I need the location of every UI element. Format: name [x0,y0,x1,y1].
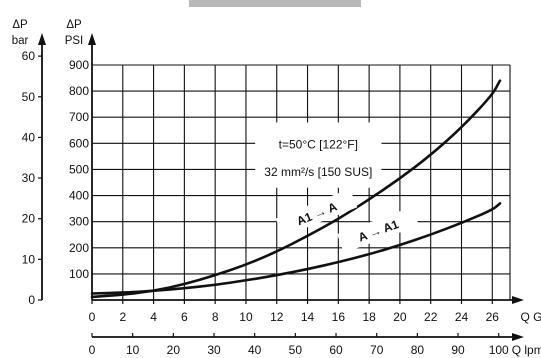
gpm-tick-label: 12 [270,310,284,324]
lpm-tick-label: 40 [248,343,262,357]
lpm-tick-label: 20 [167,343,181,357]
conditions-box [255,122,382,188]
temperature-annotation: t=50°C [122°F] [279,138,358,152]
axes [38,33,524,341]
gpm-tick-label: 6 [181,310,188,324]
psi-tick-label: 300 [69,215,89,229]
gpm-tick-label: 14 [301,310,315,324]
lpm-tick-label: 100 [489,343,509,357]
gpm-tick-label: 8 [212,310,219,324]
gpm-tick-label: 24 [455,310,469,324]
gpm-axis-arrow [512,296,524,304]
lpm-tick-label: 60 [329,343,343,357]
header-strip [189,0,361,7]
curves [90,79,502,299]
gpm-tick-label: 26 [486,310,500,324]
gpm-axis-label: Q GPM [520,310,541,324]
lpm-tick-label: 30 [207,343,221,357]
lpm-tick-label: 50 [289,343,303,357]
gpm-tick-label: 0 [89,310,96,324]
lpm-axis-arrow [512,333,524,341]
bar-unit-label: bar [12,35,29,47]
gpm-tick-label: 18 [362,310,376,324]
gpm-tick-label: 10 [239,310,253,324]
bar-tick-label: 40 [22,130,36,144]
lpm-tick-label: 90 [451,343,465,357]
bar-tick-label: 50 [22,90,36,104]
psi-tick-label: 700 [69,110,89,124]
lpm-tick-label: 80 [411,343,425,357]
lpm-tick-label: 70 [370,343,384,357]
psi-tick-label: 200 [69,241,89,255]
lpm-axis-label: Q lpm [512,343,541,357]
curve-a-to-a1 [90,202,502,295]
lpm-tick-label: 10 [126,343,140,357]
psi-tick-label: 400 [69,189,89,203]
grid-lines [92,64,511,300]
curve-label-a1-to-a-bg [275,188,358,238]
bar-axis-arrow [38,33,46,45]
psi-unit-delta: ΔP [66,19,82,31]
gpm-tick-label: 20 [393,310,407,324]
psi-tick-label: 500 [69,162,89,176]
gpm-tick-label: 22 [424,310,438,324]
bar-tick-label: 60 [22,49,36,63]
bar-tick-label: 10 [22,252,36,266]
psi-tick-label: 900 [69,58,89,72]
bar-tick-label: 20 [22,212,36,226]
lpm-tick-label: 0 [89,343,96,357]
bar-unit-delta: ΔP [12,19,28,31]
gpm-tick-label: 2 [119,310,126,324]
gpm-tick-label: 16 [332,310,346,324]
psi-tick-label: 100 [69,267,89,281]
psi-tick-label: 800 [69,84,89,98]
viscosity-annotation: 32 mm²/s [150 SUS] [264,165,372,179]
curve-label-a-to-a1: A → A1 [337,206,420,253]
bar-tick-label: 30 [22,171,36,185]
psi-tick-label: 600 [69,136,89,150]
annotations: t=50°C [122°F]32 mm²/s [150 SUS]A1 → AA … [255,122,420,253]
psi-unit-label: PSI [65,35,84,47]
gpm-tick-label: 4 [150,310,157,324]
curve-label-a-to-a1-bg [337,206,420,253]
psi-axis-arrow [88,33,96,45]
bar-tick-label: 0 [28,293,35,307]
